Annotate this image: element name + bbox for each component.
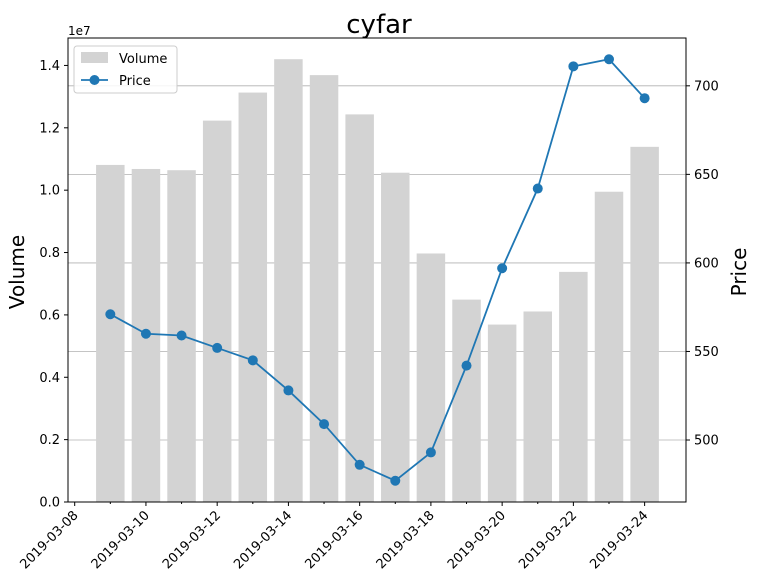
price-point (247, 355, 258, 366)
price-point (497, 263, 508, 274)
y-left-offset-label: 1e7 (68, 24, 91, 38)
price-point (604, 54, 614, 65)
y-left-tick-label: 0.6 (39, 308, 60, 323)
legend: Volume Price (73, 45, 178, 94)
y-right-tick-label: 650 (694, 168, 719, 183)
price-point (532, 183, 543, 194)
price-point (461, 360, 472, 371)
price-point (568, 61, 579, 72)
volume-bar (487, 324, 517, 502)
volume-bar (345, 114, 374, 502)
volume-bar (202, 120, 232, 503)
legend-volume-label: Volume (119, 52, 167, 67)
volume-bar (309, 75, 339, 502)
y-left-tick-label: 0.8 (39, 246, 60, 261)
y-right-tick-label: 550 (694, 345, 719, 360)
legend-price-label: Price (119, 74, 151, 89)
price-point (319, 419, 330, 430)
price-point (390, 475, 401, 486)
y-right-tick-label: 600 (694, 256, 719, 271)
y-left-tick-label: 1.2 (39, 121, 60, 136)
y-left-tick-label: 1.0 (39, 184, 60, 199)
price-point (283, 385, 294, 396)
legend-volume-swatch (81, 52, 108, 63)
y-right-tick-label: 700 (694, 79, 719, 94)
price-point (105, 309, 116, 320)
price-point (176, 330, 187, 341)
price-point (425, 447, 436, 458)
volume-bar (452, 299, 481, 502)
plot-frame (67, 37, 687, 503)
price-point (639, 93, 650, 104)
volume-bar (274, 59, 303, 503)
volume-bar (416, 253, 446, 502)
volume-bar (381, 172, 410, 503)
legend-price-marker (89, 75, 100, 85)
volume-bar (630, 146, 659, 503)
y-right-axis-label: Price (727, 248, 751, 297)
y-right-tick-label: 500 (694, 434, 719, 449)
y-left-tick-label: 0.2 (39, 433, 60, 448)
chart-title: cyfar (346, 10, 412, 40)
volume-bar (96, 164, 125, 502)
y-left-tick-label: 1.4 (39, 59, 60, 74)
volume-bar (238, 92, 268, 503)
volume-bar (594, 191, 624, 502)
y-left-tick-label: 0.0 (39, 496, 60, 511)
price-point (212, 342, 223, 353)
price-line (109, 58, 646, 482)
y-left-axis-label: Volume (5, 235, 29, 309)
volume-bar (559, 271, 588, 502)
y-left-tick-label: 0.4 (39, 371, 60, 386)
volume-bar (523, 311, 553, 502)
price-point (354, 459, 365, 470)
price-point (140, 328, 151, 339)
line-layer (105, 54, 650, 486)
